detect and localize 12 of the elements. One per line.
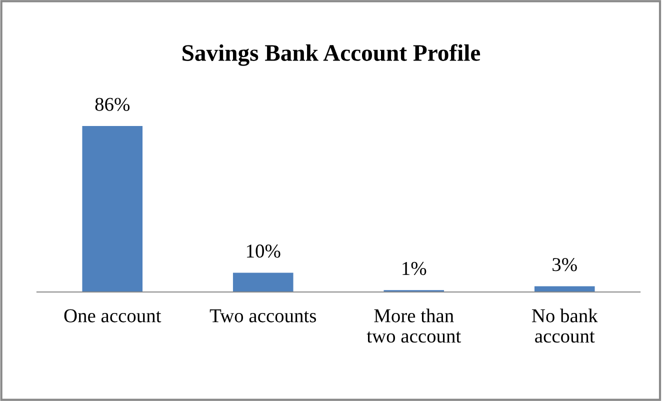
data-label: 10% <box>247 244 280 258</box>
data-label: 1% <box>402 262 426 276</box>
chart-title: Savings Bank Account Profile <box>182 44 480 66</box>
data-label: 3% <box>552 258 577 272</box>
data-label: 86% <box>95 98 130 112</box>
bar <box>232 272 294 292</box>
bar <box>82 126 143 292</box>
x-tick-label: More than two account <box>366 308 462 343</box>
x-tick-label: Two accounts <box>210 309 316 322</box>
bar <box>534 286 595 292</box>
x-tick-label: One account <box>64 309 162 322</box>
x-tick-label: No bank account <box>532 308 598 343</box>
